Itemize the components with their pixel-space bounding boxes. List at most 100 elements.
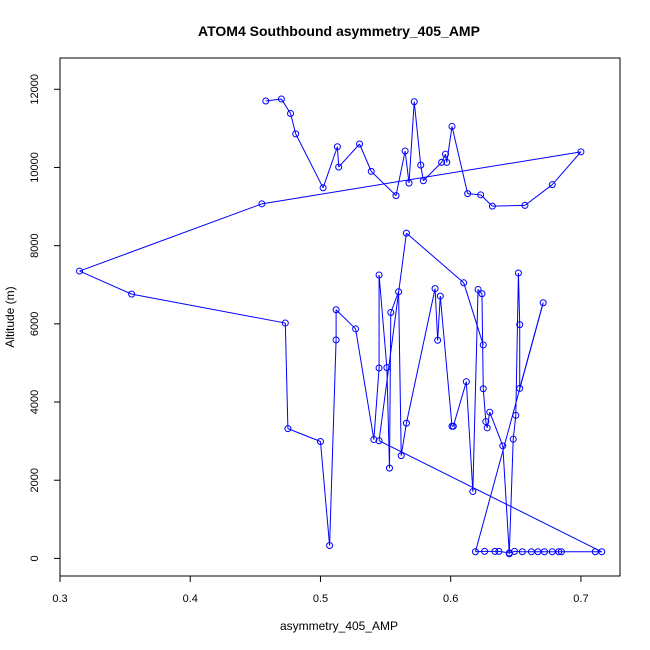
data-point (460, 279, 468, 287)
data-point (385, 464, 393, 472)
data-point (477, 191, 485, 199)
data-point (332, 336, 340, 344)
data-point (516, 321, 524, 329)
series-segment (434, 288, 439, 341)
data-point (375, 364, 383, 372)
y-tick-label: 10000 (29, 152, 41, 183)
series-segment (398, 291, 402, 456)
data-point (441, 150, 449, 158)
data-point (448, 122, 456, 130)
series-segment (492, 204, 525, 207)
data-point (419, 177, 427, 185)
x-axis-label: asymmetry_405_AMP (280, 619, 398, 633)
data-point (443, 158, 451, 166)
series-segment (261, 151, 582, 205)
y-axis: 0 2000 4000 6000 8000 10000 12000 (29, 74, 61, 561)
data-point (478, 290, 486, 298)
y-tick-label: 4000 (29, 390, 41, 414)
series-segment (502, 445, 510, 554)
data-point (438, 158, 446, 166)
x-tick-label: 0.6 (443, 593, 458, 605)
data-point (262, 97, 270, 105)
data-point (482, 418, 490, 426)
data-point (128, 290, 136, 298)
data-point (335, 163, 343, 171)
chart-title: ATOM4 Southbound asymmetry_405_AMP (198, 23, 480, 39)
series-segment (131, 293, 286, 324)
data-point (483, 424, 491, 432)
data-point (405, 179, 413, 187)
series-segment (439, 296, 453, 427)
series-segment (359, 143, 372, 172)
series-segment (463, 282, 484, 346)
data-point (509, 435, 517, 443)
series-segment (406, 232, 465, 284)
series-segment (467, 193, 481, 196)
series-segment (338, 143, 360, 168)
data-point (521, 201, 529, 209)
y-tick-label: 8000 (29, 233, 41, 257)
series-segment (498, 550, 510, 554)
data-point (431, 285, 439, 293)
series-segment (482, 388, 487, 422)
series-segment (390, 291, 400, 313)
series-segment (319, 441, 331, 546)
series-segment (524, 184, 553, 206)
data-point (434, 336, 442, 344)
series-segment (378, 274, 388, 368)
series-segment (465, 381, 474, 492)
data-point (417, 161, 425, 169)
y-tick-label: 6000 (29, 312, 41, 336)
data-point (436, 292, 444, 300)
data-point (292, 130, 300, 138)
data-point (326, 542, 334, 550)
series-layer (76, 95, 606, 558)
data-point (548, 181, 556, 189)
data-point (499, 442, 507, 450)
data-point (591, 548, 599, 556)
data-point (401, 147, 409, 155)
series-segment (287, 428, 321, 442)
data-point (514, 269, 522, 277)
data-point (277, 95, 285, 103)
data-point (474, 285, 482, 293)
data-point (471, 548, 479, 556)
x-axis: 0.3 0.4 0.5 0.6 0.7 (52, 575, 589, 605)
data-point (462, 378, 470, 386)
x-tick-label: 0.3 (52, 593, 67, 605)
data-point (370, 436, 378, 444)
data-point (598, 548, 606, 556)
data-point (352, 325, 360, 333)
series-segment (378, 233, 407, 441)
data-point (511, 547, 519, 555)
data-point (402, 419, 410, 427)
series-segment (295, 133, 324, 189)
series-segment (472, 289, 479, 492)
data-point (557, 548, 565, 556)
series-segment (508, 439, 514, 554)
series-segment (441, 153, 446, 163)
data-point (332, 306, 340, 314)
data-point (491, 547, 499, 555)
data-point (395, 288, 403, 296)
data-point (488, 202, 496, 210)
series-segment (551, 151, 582, 185)
data-point (481, 547, 489, 555)
y-tick-label: 2000 (29, 468, 41, 492)
series-segment (452, 381, 467, 427)
data-point (516, 384, 524, 392)
data-point (375, 271, 383, 279)
series-segment (405, 288, 436, 424)
data-point (284, 425, 292, 433)
data-point (356, 140, 364, 148)
series-segment (404, 150, 410, 184)
series-segment (474, 302, 544, 552)
data-point (333, 143, 341, 151)
data-point (281, 319, 289, 327)
series-segment (388, 312, 392, 469)
series-segment (422, 162, 442, 182)
series-segment (335, 309, 356, 330)
series-segment (515, 273, 519, 416)
data-point (449, 422, 457, 430)
